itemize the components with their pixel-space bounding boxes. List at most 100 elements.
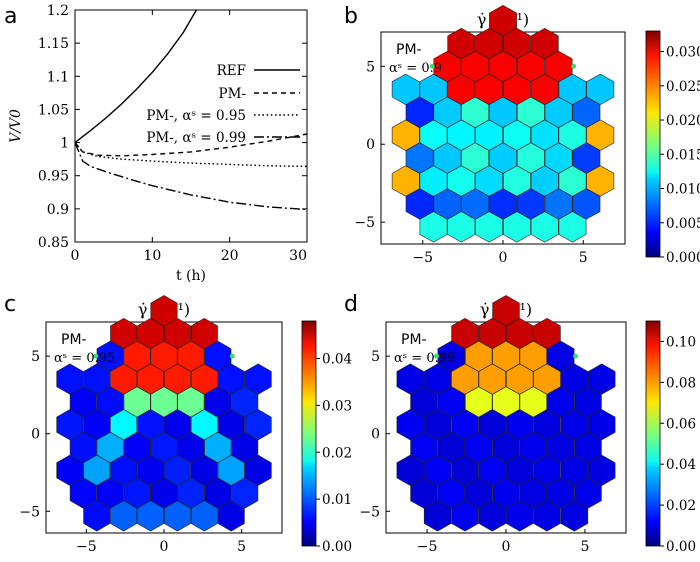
cell — [190, 317, 218, 350]
x-tick-label: 0 — [160, 539, 169, 555]
y-tick-label: 1 — [60, 136, 69, 152]
x-tick-label: 5 — [237, 539, 246, 555]
colorbar-tick-label: 0.04 — [666, 457, 696, 473]
y-tick-label: 5 — [31, 349, 40, 365]
cell — [478, 317, 507, 350]
cell — [502, 27, 531, 60]
x-ticks-a: 0 10 20 30 — [71, 10, 308, 264]
alpha-annotation-d: αˢ = 0.99 — [394, 351, 455, 366]
colorbar-tick-label: 0.02 — [322, 445, 352, 461]
cell — [451, 317, 479, 350]
panel-label-b: b — [344, 4, 358, 29]
x-tick-label: 30 — [289, 248, 307, 264]
cell — [586, 73, 615, 105]
y-tick-label: 0.85 — [38, 235, 69, 251]
alpha-annotation-b: αˢ = 0.9 — [389, 61, 442, 76]
cell-grid-b — [391, 4, 615, 243]
cell — [396, 454, 425, 486]
legend-label-2: PM- — [219, 86, 246, 102]
colorbar-b — [645, 30, 661, 258]
cell — [56, 363, 84, 395]
cell — [396, 363, 425, 395]
x-tick-label: 10 — [143, 248, 161, 264]
x-tick-label: −5 — [412, 250, 433, 266]
colorbar-tick-label: 0.020 — [666, 113, 700, 129]
series-line-1 — [74, 9, 198, 144]
cell — [560, 363, 589, 395]
colorbar-tick-label: 0.030 — [666, 45, 700, 61]
marker-dot-1 — [434, 353, 440, 359]
x-tick-label: 5 — [580, 539, 589, 555]
x-tick-label: 0 — [502, 539, 511, 555]
colorbar-tick-label: 0.025 — [666, 79, 700, 95]
colorbar-tick-label: 0.08 — [666, 375, 696, 391]
panel-label-a: a — [4, 4, 17, 29]
y-tick-label: 1.15 — [38, 36, 69, 52]
cell — [447, 27, 476, 60]
model-annotation-c: PM- — [61, 332, 87, 348]
colorbar-tick-label: 0.005 — [666, 216, 700, 232]
x-tick-label: −5 — [417, 539, 438, 555]
colorbar-tick-label: 0.02 — [666, 498, 696, 514]
x-tick-label: 5 — [579, 250, 588, 266]
y-axis-label-a: V/V0 — [8, 109, 24, 143]
panel-label-d: d — [344, 292, 358, 317]
legend-label-4: PM-, αˢ = 0.99 — [146, 130, 246, 146]
alpha-annotation-c: αˢ = 0.95 — [54, 351, 115, 366]
y-tick-label: −5 — [359, 504, 380, 520]
series-line-2 — [74, 133, 308, 157]
colorbar-tick-label: 0.00 — [666, 539, 696, 555]
cell — [244, 363, 272, 395]
colorbar-d — [645, 320, 661, 547]
y-tick-label: 5 — [371, 349, 380, 365]
cell — [150, 295, 178, 327]
x-tick-label: 0 — [499, 250, 508, 266]
x-tick-label: −5 — [76, 539, 97, 555]
panel-label-c: c — [4, 292, 16, 317]
cell — [492, 295, 520, 327]
cell — [587, 363, 616, 395]
plot-frame-a — [74, 9, 308, 243]
legend-label-3: PM-, αˢ = 0.95 — [146, 108, 246, 124]
y-tick-label: 0 — [371, 427, 380, 443]
colorbar-tick-label: 0.06 — [666, 416, 696, 432]
series-lines-a — [74, 9, 308, 211]
cell — [530, 27, 559, 60]
y-ticks-a: 0.85 0.9 0.95 1 1.05 1.1 1.15 1.2 — [38, 3, 307, 251]
y-tick-label: −5 — [19, 504, 40, 520]
model-annotation-d: PM- — [401, 332, 427, 348]
y-tick-label: 0 — [366, 137, 375, 153]
y-tick-label: 1.2 — [47, 3, 69, 19]
cell — [391, 73, 420, 105]
y-tick-label: 0.95 — [38, 169, 69, 185]
y-tick-label: 5 — [366, 59, 375, 75]
panel-c: cγ̇ (h⁻¹)PM-αˢ = 0.95−505−5050.000.010.0… — [4, 292, 352, 555]
y-tick-label: −5 — [354, 215, 375, 231]
colorbar-tick-label: 0.00 — [322, 539, 352, 555]
y-tick-label: 0 — [31, 427, 40, 443]
colorbar-tick-label: 0.010 — [666, 182, 700, 198]
cell — [533, 317, 561, 350]
y-tick-label: 1.05 — [38, 102, 69, 118]
cell-grid-c — [56, 295, 272, 532]
panel-b: bγ̇ (h⁻¹)PM-αˢ = 0.9−505−5050.0000.0050.… — [344, 4, 700, 266]
model-annotation-b: PM- — [396, 42, 422, 58]
colorbar-tick-label: 0.015 — [666, 147, 700, 163]
cell — [396, 409, 425, 441]
x-tick-label: 0 — [71, 248, 80, 264]
series-line-4 — [74, 142, 308, 211]
cell — [433, 50, 462, 83]
cell — [437, 340, 466, 372]
panel-d: dγ̇ (h⁻¹)PM-αˢ = 0.99−505−5050.000.020.0… — [344, 292, 696, 555]
colorbar-tick-label: 0.10 — [666, 334, 696, 350]
marker-dot-1 — [429, 63, 435, 69]
legend-label-1: REF — [217, 63, 246, 79]
legend-a: REF PM- PM-, αˢ = 0.95 PM-, αˢ = 0.99 — [146, 63, 300, 146]
colorbar-tick-label: 0.000 — [666, 250, 700, 266]
cell — [110, 317, 138, 350]
marker-dot-2 — [571, 63, 577, 69]
marker-dot-1 — [93, 353, 99, 359]
x-axis-label-a: t (h) — [176, 268, 206, 284]
cell-grid-d — [396, 295, 616, 532]
colorbar-tick-label: 0.01 — [322, 492, 352, 508]
